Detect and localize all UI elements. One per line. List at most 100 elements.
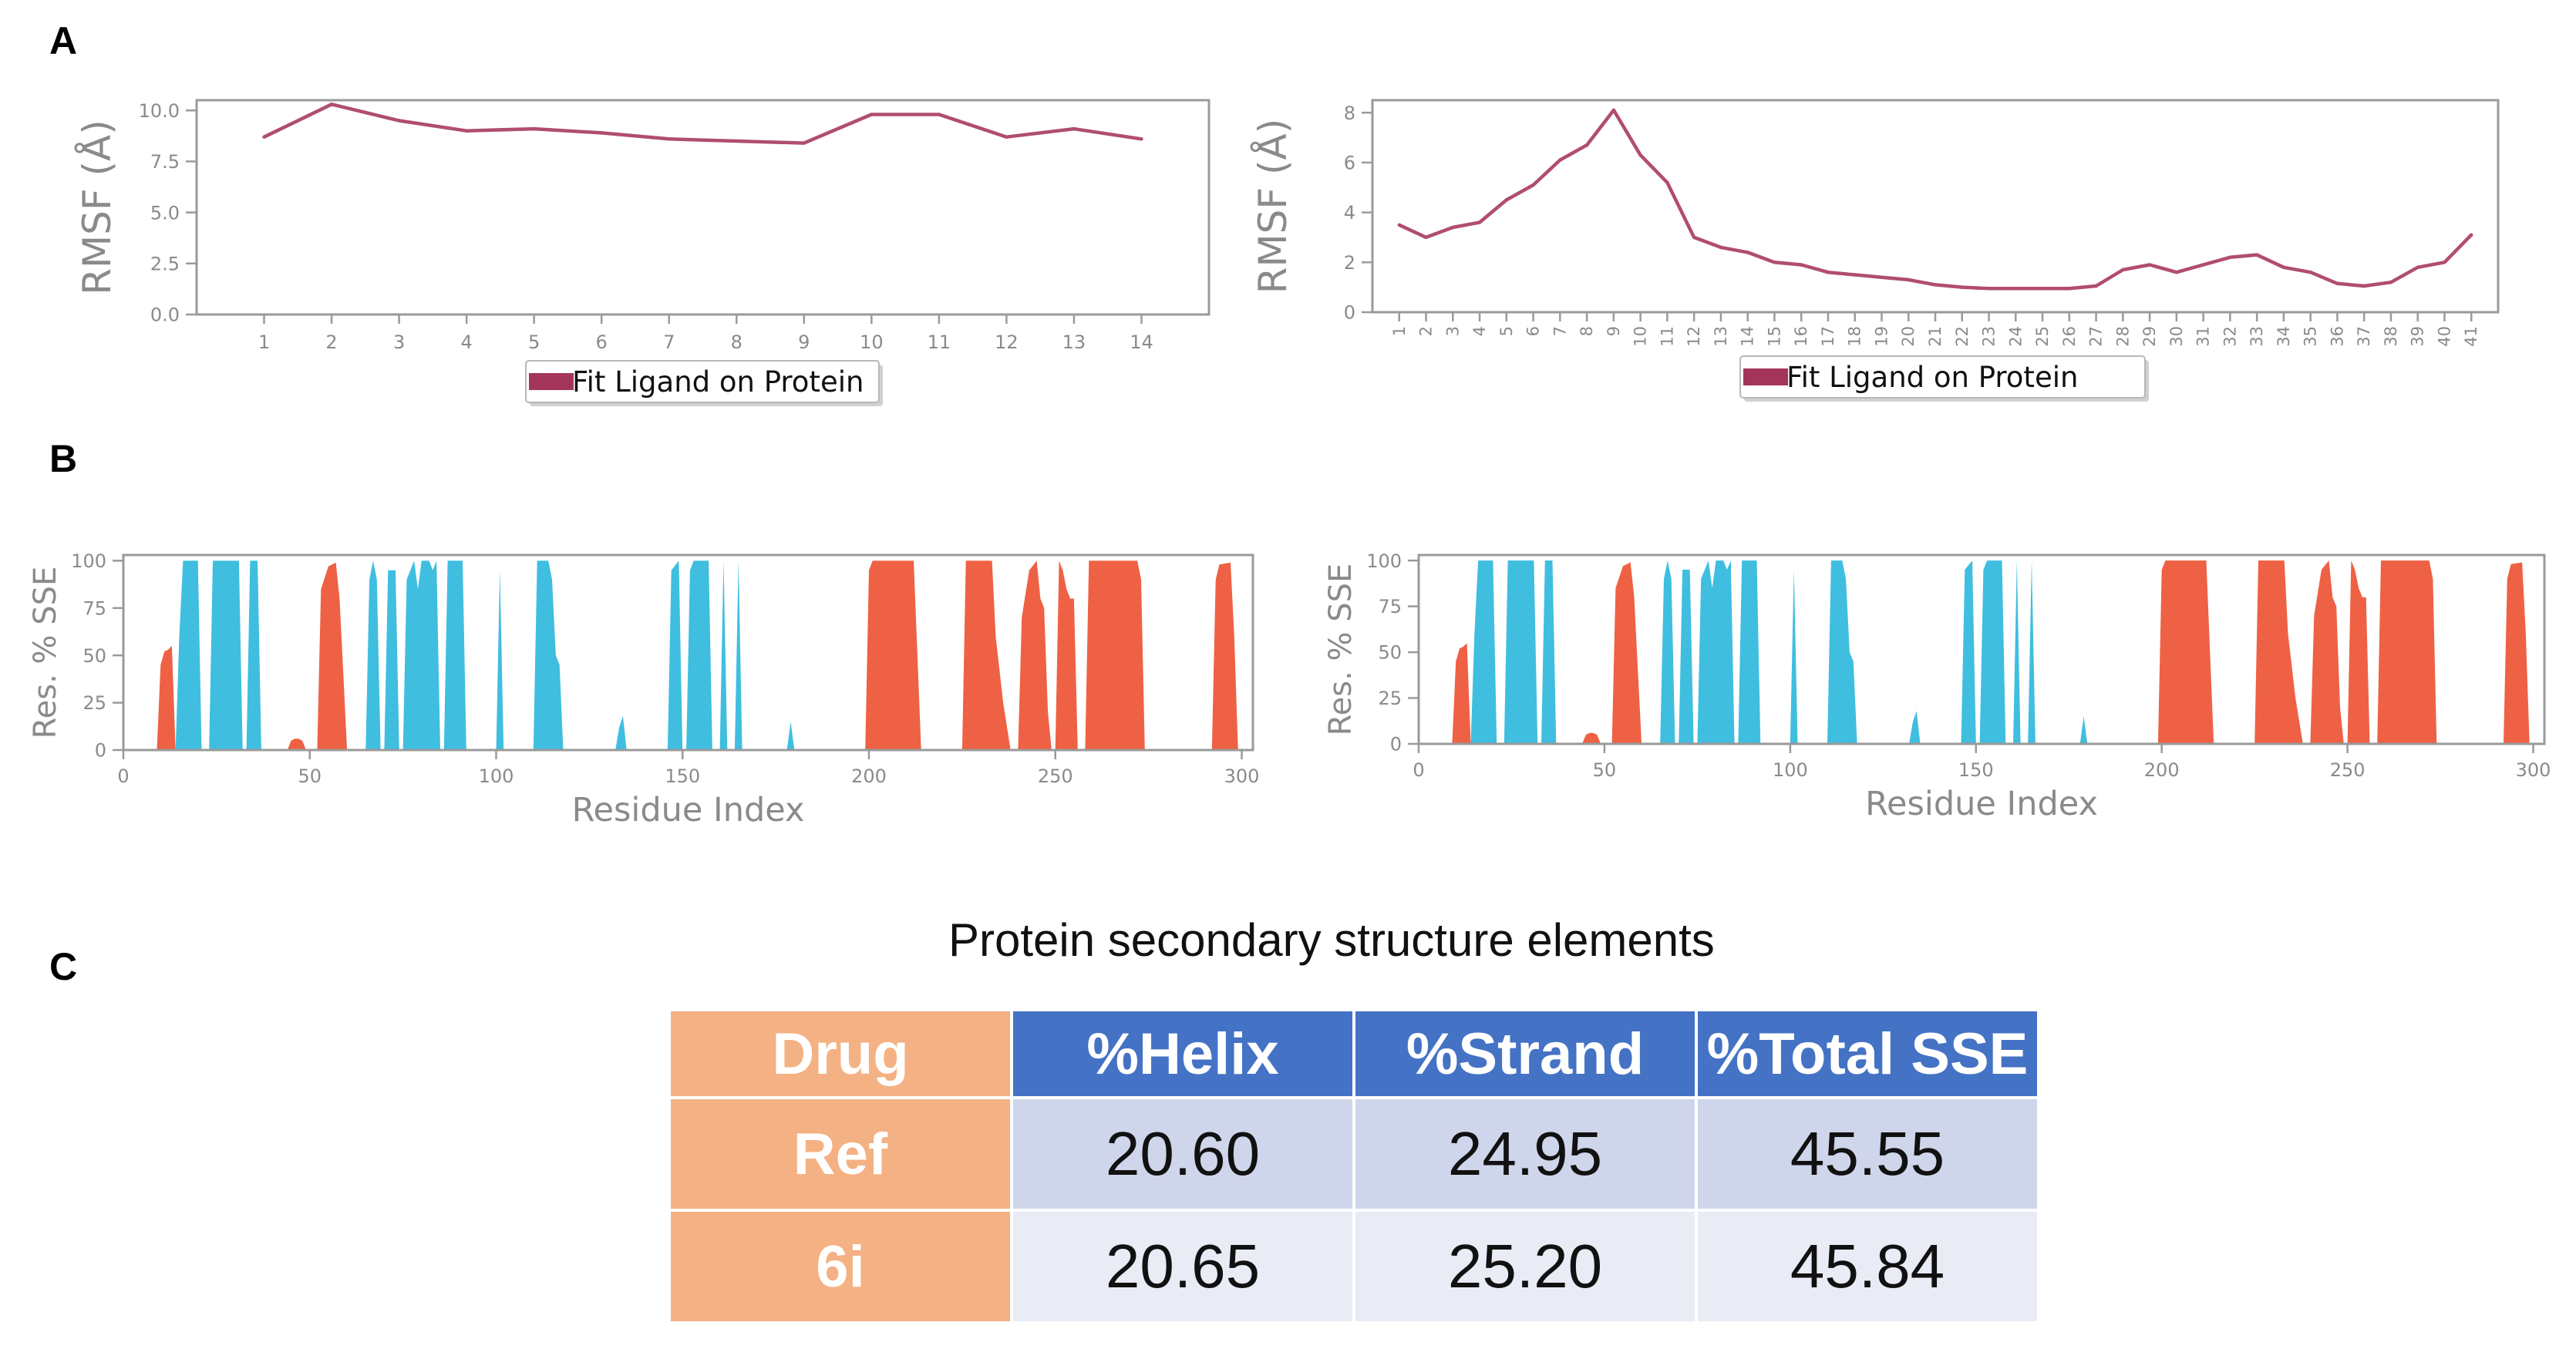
rmsf-left-point <box>1140 137 1143 141</box>
rmsf-right-point <box>2470 233 2473 237</box>
rmsf-left-xtick-label: 13 <box>1062 331 1086 353</box>
rmsf-right-point <box>1773 261 1776 264</box>
sse-left-ytick-label: 75 <box>82 597 106 619</box>
rmsf-right-ytick-label: 4 <box>1344 202 1355 224</box>
total-ref: 45.55 <box>1695 1096 2040 1212</box>
sse-right-ylabel: Res. % SSE <box>1323 563 1359 736</box>
rmsf-right-point <box>1477 220 1482 224</box>
rmsf-right-point <box>1424 235 1428 240</box>
rmsf-left-point <box>1005 135 1009 139</box>
rmsf-right-xtick-label: 1 <box>1390 326 1409 336</box>
rmsf-right-point <box>2201 263 2205 267</box>
rmsf-right-point <box>1638 153 1642 157</box>
rmsf-left-point <box>937 113 941 116</box>
sse-left-xtick-label: 100 <box>479 765 514 787</box>
rmsf-right-point <box>2362 284 2366 288</box>
rmsf-right-xtick-label: 30 <box>2167 326 2186 347</box>
rmsf-right-xtick-label: 8 <box>1578 326 1596 336</box>
rmsf-right-xtick-label: 36 <box>2328 326 2346 347</box>
sse-right-helix-area <box>1452 560 2530 744</box>
rmsf-right-legend-swatch <box>1743 368 1788 385</box>
rmsf-right-xtick-label: 22 <box>1953 326 1972 347</box>
drug-ref: Ref <box>668 1096 1013 1212</box>
sse-right-xtick-label: 200 <box>2144 759 2180 781</box>
rmsf-left-ytick-label: 7.5 <box>150 151 180 173</box>
drug-6i: 6i <box>668 1209 1013 1324</box>
rmsf-right-xtick-label: 7 <box>1551 326 1569 336</box>
rmsf-right-point <box>2094 284 2098 288</box>
table-header-row: Drug %Helix %Strand %Total SSE <box>668 1008 2040 1099</box>
rmsf-right-ytick-label: 8 <box>1344 103 1355 124</box>
rmsf-right-xtick-label: 12 <box>1685 326 1703 347</box>
rmsf-right-xtick-label: 5 <box>1497 326 1516 336</box>
rmsf-right-point <box>2174 271 2179 274</box>
rmsf-right-point <box>2308 271 2312 274</box>
rmsf-right-point <box>1746 251 1749 254</box>
rmsf-right-xtick-label: 39 <box>2409 326 2427 347</box>
rmsf-left-point <box>802 141 806 145</box>
rmsf-right-xtick-label: 2 <box>1417 326 1436 336</box>
table-row: Ref 20.60 24.95 45.55 <box>668 1096 2040 1212</box>
rmsf-right-ytick-label: 0 <box>1344 302 1355 324</box>
sse-left-xtick-label: 250 <box>1038 765 1073 787</box>
rmsf-left-series-line <box>263 103 1142 145</box>
rmsf-right-xtick-label: 4 <box>1470 326 1489 336</box>
sse-table: Drug %Helix %Strand %Total SSE Ref 20.60… <box>668 1008 2040 1324</box>
rmsf-right-point <box>1880 275 1884 279</box>
rmsf-right-legend-text: Fit Ligand on Protein <box>1786 361 2078 394</box>
sse-left-ytick-label: 0 <box>95 740 106 762</box>
rmsf-right-xtick-label: 11 <box>1658 326 1676 347</box>
rmsf-left-point <box>397 119 401 123</box>
sse-right-xtick-label: 300 <box>2516 759 2551 781</box>
rmsf-right-xtick-label: 41 <box>2462 326 2480 347</box>
rmsf-right-xtick-label: 24 <box>2006 326 2025 347</box>
rmsf-right-point <box>1933 283 1938 287</box>
rmsf-right-point <box>2014 287 2018 291</box>
rmsf-right-point <box>2067 287 2072 291</box>
rmsf-right-xtick-label: 33 <box>2248 326 2266 347</box>
rmsf-right-xtick-label: 6 <box>1524 326 1543 336</box>
rmsf-left-xtick-label: 6 <box>596 331 608 353</box>
sse-right-xtick-label: 150 <box>1958 759 1994 781</box>
sse-right-xtick-label: 100 <box>1773 759 1808 781</box>
rmsf-left-point <box>262 135 266 139</box>
header-drug: Drug <box>668 1008 1013 1099</box>
rmsf-left-xtick-label: 14 <box>1130 331 1153 353</box>
rmsf-right-xtick-label: 19 <box>1872 326 1891 347</box>
rmsf-left-xtick-label: 11 <box>928 331 951 353</box>
sse-left-xtick-label: 0 <box>117 765 129 787</box>
rmsf-right-point <box>1719 245 1723 250</box>
sse-right-xtick-label: 0 <box>1413 759 1424 781</box>
rmsf-right-point <box>1531 183 1535 187</box>
rmsf-right-xtick-label: 35 <box>2302 326 2320 347</box>
rmsf-left-point <box>464 129 469 133</box>
rmsf-left-legend-box <box>525 360 880 403</box>
sse-left-ytick-label: 50 <box>82 645 106 667</box>
rmsf-right-point <box>1692 235 1696 240</box>
rmsf-right-point <box>1451 225 1455 230</box>
rmsf-left-point <box>735 139 739 143</box>
rmsf-left-xtick-label: 10 <box>860 331 884 353</box>
header-total: %Total SSE <box>1695 1008 2040 1099</box>
rmsf-right-point <box>1960 285 1964 289</box>
rmsf-right-xtick-label: 10 <box>1631 326 1650 347</box>
rmsf-right-point <box>1504 198 1509 202</box>
rmsf-right-xtick-label: 26 <box>2060 326 2079 347</box>
sse-left-ylabel: Res. % SSE <box>28 567 63 739</box>
rmsf-right-ytick-label: 6 <box>1344 153 1355 174</box>
rmsf-right-xtick-label: 31 <box>2194 326 2213 347</box>
rmsf-left-point <box>667 137 671 141</box>
sse-left-ytick-label: 100 <box>71 550 106 572</box>
rmsf-right-xtick-label: 21 <box>1926 326 1945 347</box>
rmsf-right-point <box>1611 108 1616 113</box>
rmsf-left-xtick-label: 12 <box>995 331 1019 353</box>
rmsf-right-point <box>2040 287 2045 291</box>
header-strand: %Strand <box>1352 1008 1698 1099</box>
rmsf-right-xtick-label: 14 <box>1739 326 1757 347</box>
rmsf-right-xtick-label: 18 <box>1846 326 1864 347</box>
rmsf-left-xtick-label: 7 <box>663 331 675 353</box>
rmsf-right-xtick-label: 40 <box>2435 326 2453 347</box>
rmsf-right-point <box>2443 261 2446 264</box>
rmsf-left-point <box>532 126 536 131</box>
rmsf-left-xtick-label: 8 <box>731 331 742 353</box>
